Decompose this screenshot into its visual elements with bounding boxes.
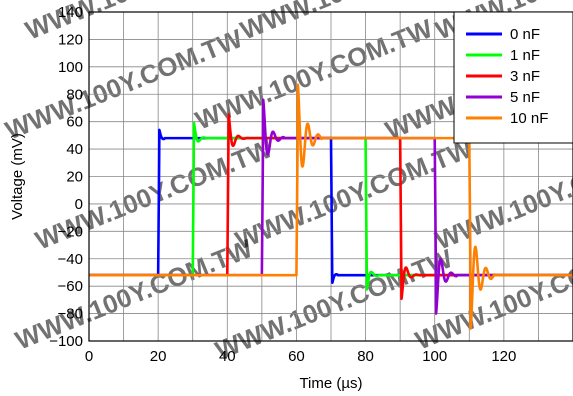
legend-label: 10 nF xyxy=(510,110,548,127)
x-tick-label: 100 xyxy=(422,348,447,365)
y-tick-label: −80 xyxy=(58,306,83,323)
x-axis-title: Time (µs) xyxy=(299,375,362,392)
legend-label: 3 nF xyxy=(510,68,540,85)
y-axis-title: Voltage (mV) xyxy=(9,133,26,220)
y-tick-label: 140 xyxy=(58,4,83,21)
y-tick-label: −20 xyxy=(58,223,83,240)
legend-label: 1 nF xyxy=(510,47,540,64)
y-tick-label: −100 xyxy=(49,333,83,350)
y-tick-label: 60 xyxy=(66,114,83,131)
y-tick-label: 20 xyxy=(66,169,83,186)
x-tick-label: 0 xyxy=(85,348,93,365)
y-tick-label: 0 xyxy=(75,196,83,213)
y-tick-label: −40 xyxy=(58,251,83,268)
y-tick-label: 100 xyxy=(58,59,83,76)
y-tick-label: −60 xyxy=(58,278,83,295)
plot-frame xyxy=(88,11,573,342)
legend-label: 0 nF xyxy=(510,26,540,43)
x-tick-label: 20 xyxy=(150,348,167,365)
x-tick-label: 60 xyxy=(288,348,305,365)
y-tick-label: 120 xyxy=(58,31,83,48)
x-tick-label: 80 xyxy=(357,348,374,365)
y-tick-label: 40 xyxy=(66,141,83,158)
series-layer xyxy=(87,83,573,330)
y-tick-label: 80 xyxy=(66,86,83,103)
legend-label: 5 nF xyxy=(510,89,540,106)
legend: 0 nF 1 nF 3 nF 5 nF 10 nF xyxy=(453,11,573,144)
series-line-10-nf xyxy=(87,83,573,330)
x-tick-label: 40 xyxy=(219,348,236,365)
x-tick-label: 120 xyxy=(491,348,516,365)
